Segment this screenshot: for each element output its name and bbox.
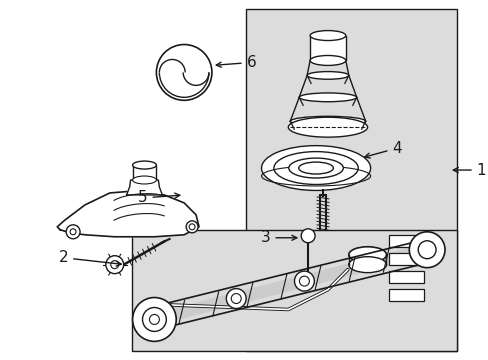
FancyBboxPatch shape <box>309 36 345 60</box>
Circle shape <box>231 293 241 303</box>
Text: 4: 4 <box>364 141 401 158</box>
Ellipse shape <box>273 152 358 184</box>
Text: 6: 6 <box>216 55 256 70</box>
Circle shape <box>70 229 76 235</box>
Circle shape <box>189 224 195 230</box>
Ellipse shape <box>299 93 356 102</box>
Text: 5: 5 <box>138 190 180 206</box>
FancyBboxPatch shape <box>388 271 423 283</box>
Ellipse shape <box>132 176 156 184</box>
FancyBboxPatch shape <box>388 235 423 247</box>
Ellipse shape <box>132 161 156 169</box>
Text: 3: 3 <box>260 230 296 245</box>
Ellipse shape <box>290 116 365 126</box>
FancyBboxPatch shape <box>388 253 423 265</box>
Circle shape <box>226 289 245 309</box>
Ellipse shape <box>309 31 345 41</box>
Circle shape <box>132 298 176 341</box>
Circle shape <box>186 221 198 233</box>
Text: 2: 2 <box>59 250 121 266</box>
Circle shape <box>417 241 435 259</box>
Polygon shape <box>126 180 162 195</box>
Circle shape <box>156 45 211 100</box>
Ellipse shape <box>288 117 367 137</box>
FancyBboxPatch shape <box>131 230 456 351</box>
Circle shape <box>142 307 166 332</box>
FancyBboxPatch shape <box>388 289 423 301</box>
Circle shape <box>408 232 444 268</box>
FancyBboxPatch shape <box>245 9 456 351</box>
Ellipse shape <box>288 158 343 178</box>
Text: 1: 1 <box>452 162 486 177</box>
Ellipse shape <box>309 55 345 66</box>
Ellipse shape <box>348 257 386 273</box>
Ellipse shape <box>261 146 370 190</box>
Circle shape <box>299 276 309 286</box>
Circle shape <box>66 225 80 239</box>
Circle shape <box>111 261 119 269</box>
Circle shape <box>294 271 314 291</box>
FancyBboxPatch shape <box>132 165 156 180</box>
Ellipse shape <box>348 247 386 263</box>
Circle shape <box>105 256 123 274</box>
Polygon shape <box>57 191 199 237</box>
Circle shape <box>301 229 314 243</box>
Ellipse shape <box>298 162 333 174</box>
Circle shape <box>149 315 159 324</box>
Ellipse shape <box>306 72 348 79</box>
